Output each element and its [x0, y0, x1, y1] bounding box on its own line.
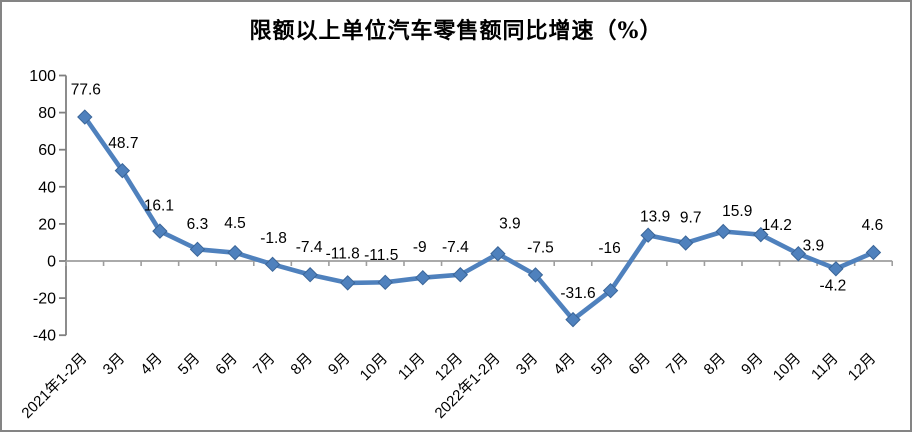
data-point-label: -9 [413, 239, 427, 256]
data-point-marker [152, 223, 168, 239]
x-axis-tick-label: 12月 [432, 350, 466, 384]
data-point-label: -31.6 [560, 285, 595, 302]
data-point-label: -11.5 [364, 247, 398, 264]
y-axis-tick-label: -40 [33, 328, 56, 345]
data-point-marker [715, 223, 731, 240]
x-axis-tick-label: 5月 [175, 350, 204, 379]
data-point-marker [189, 241, 206, 258]
data-point-marker [790, 246, 807, 262]
data-point-label: -7.4 [296, 239, 323, 256]
data-point-marker [640, 227, 656, 243]
x-axis-tick-label: 5月 [588, 350, 617, 379]
y-axis-tick-label: 40 [38, 179, 56, 196]
x-axis-tick-label: 8月 [701, 350, 730, 379]
x-axis-tick-label: 11月 [808, 350, 842, 384]
x-axis-tick-label: 6月 [625, 350, 654, 379]
data-point-marker [602, 282, 619, 299]
y-axis-tick-label: -20 [33, 291, 56, 308]
x-axis-tick-label: 7月 [250, 350, 279, 379]
x-axis-tick-label: 4月 [550, 350, 579, 379]
data-point-label: -16 [598, 240, 620, 257]
data-point-label: 3.9 [803, 237, 825, 254]
data-point-label: 77.6 [71, 82, 101, 99]
data-point-label: -7.5 [527, 239, 554, 256]
data-point-marker [377, 274, 393, 291]
x-axis-tick-label: 2021年1-2月 [18, 350, 90, 422]
x-axis-tick-label: 3月 [513, 350, 542, 379]
data-point-marker [677, 235, 694, 251]
data-point-marker [77, 109, 93, 125]
y-axis-tick-label: 20 [38, 216, 56, 233]
data-point-label: -1.8 [260, 230, 287, 247]
x-axis-tick-label: 3月 [100, 350, 129, 379]
data-point-marker [828, 261, 844, 277]
data-point-label: 4.6 [862, 217, 884, 234]
data-point-marker [753, 226, 769, 243]
data-point-label: 16.1 [144, 198, 174, 215]
x-axis-tick-label: 8月 [287, 350, 316, 379]
y-axis-tick-label: 0 [47, 254, 56, 271]
data-point-marker [264, 256, 281, 273]
data-point-marker [452, 267, 469, 283]
y-axis-tick-label: 100 [29, 68, 56, 85]
data-point-label: 15.9 [722, 203, 752, 220]
x-axis-tick-label: 9月 [738, 350, 767, 379]
data-point-label: 4.5 [224, 215, 246, 232]
x-axis-tick-label: 9月 [325, 350, 354, 379]
data-point-marker [302, 267, 318, 283]
data-point-label: 6.3 [187, 216, 209, 233]
data-point-marker [339, 275, 356, 291]
data-point-label: 48.7 [108, 135, 138, 152]
data-point-label: 3.9 [499, 215, 521, 232]
x-axis-tick-label: 7月 [663, 350, 692, 379]
data-point-marker [114, 162, 131, 179]
data-point-label: -11.8 [326, 245, 360, 262]
data-point-marker [865, 244, 882, 261]
data-point-label: -4.2 [820, 277, 847, 294]
data-point-marker [415, 269, 431, 286]
data-point-label: 9.7 [680, 210, 702, 227]
data-point-marker [565, 311, 581, 328]
data-point-label: 13.9 [640, 209, 670, 226]
x-axis-tick-label: 10月 [357, 350, 391, 384]
x-axis-tick-label: 10月 [770, 350, 804, 384]
data-point-label: 14.2 [762, 217, 792, 234]
x-axis-tick-label: 11月 [395, 350, 429, 384]
x-axis-tick-label: 12月 [845, 350, 879, 384]
x-axis-tick-label: 4月 [137, 350, 166, 379]
y-axis-tick-label: 60 [38, 142, 56, 159]
data-point-marker [490, 246, 506, 262]
series-line [82, 114, 876, 322]
x-axis-tick-label: 6月 [212, 350, 241, 379]
data-point-label: -7.4 [442, 239, 469, 256]
data-point-marker [527, 267, 544, 283]
chart-title: 限额以上单位汽车零售额同比增速（%） [249, 18, 663, 44]
data-point-marker [227, 244, 243, 261]
y-axis-tick-label: 80 [38, 105, 56, 122]
